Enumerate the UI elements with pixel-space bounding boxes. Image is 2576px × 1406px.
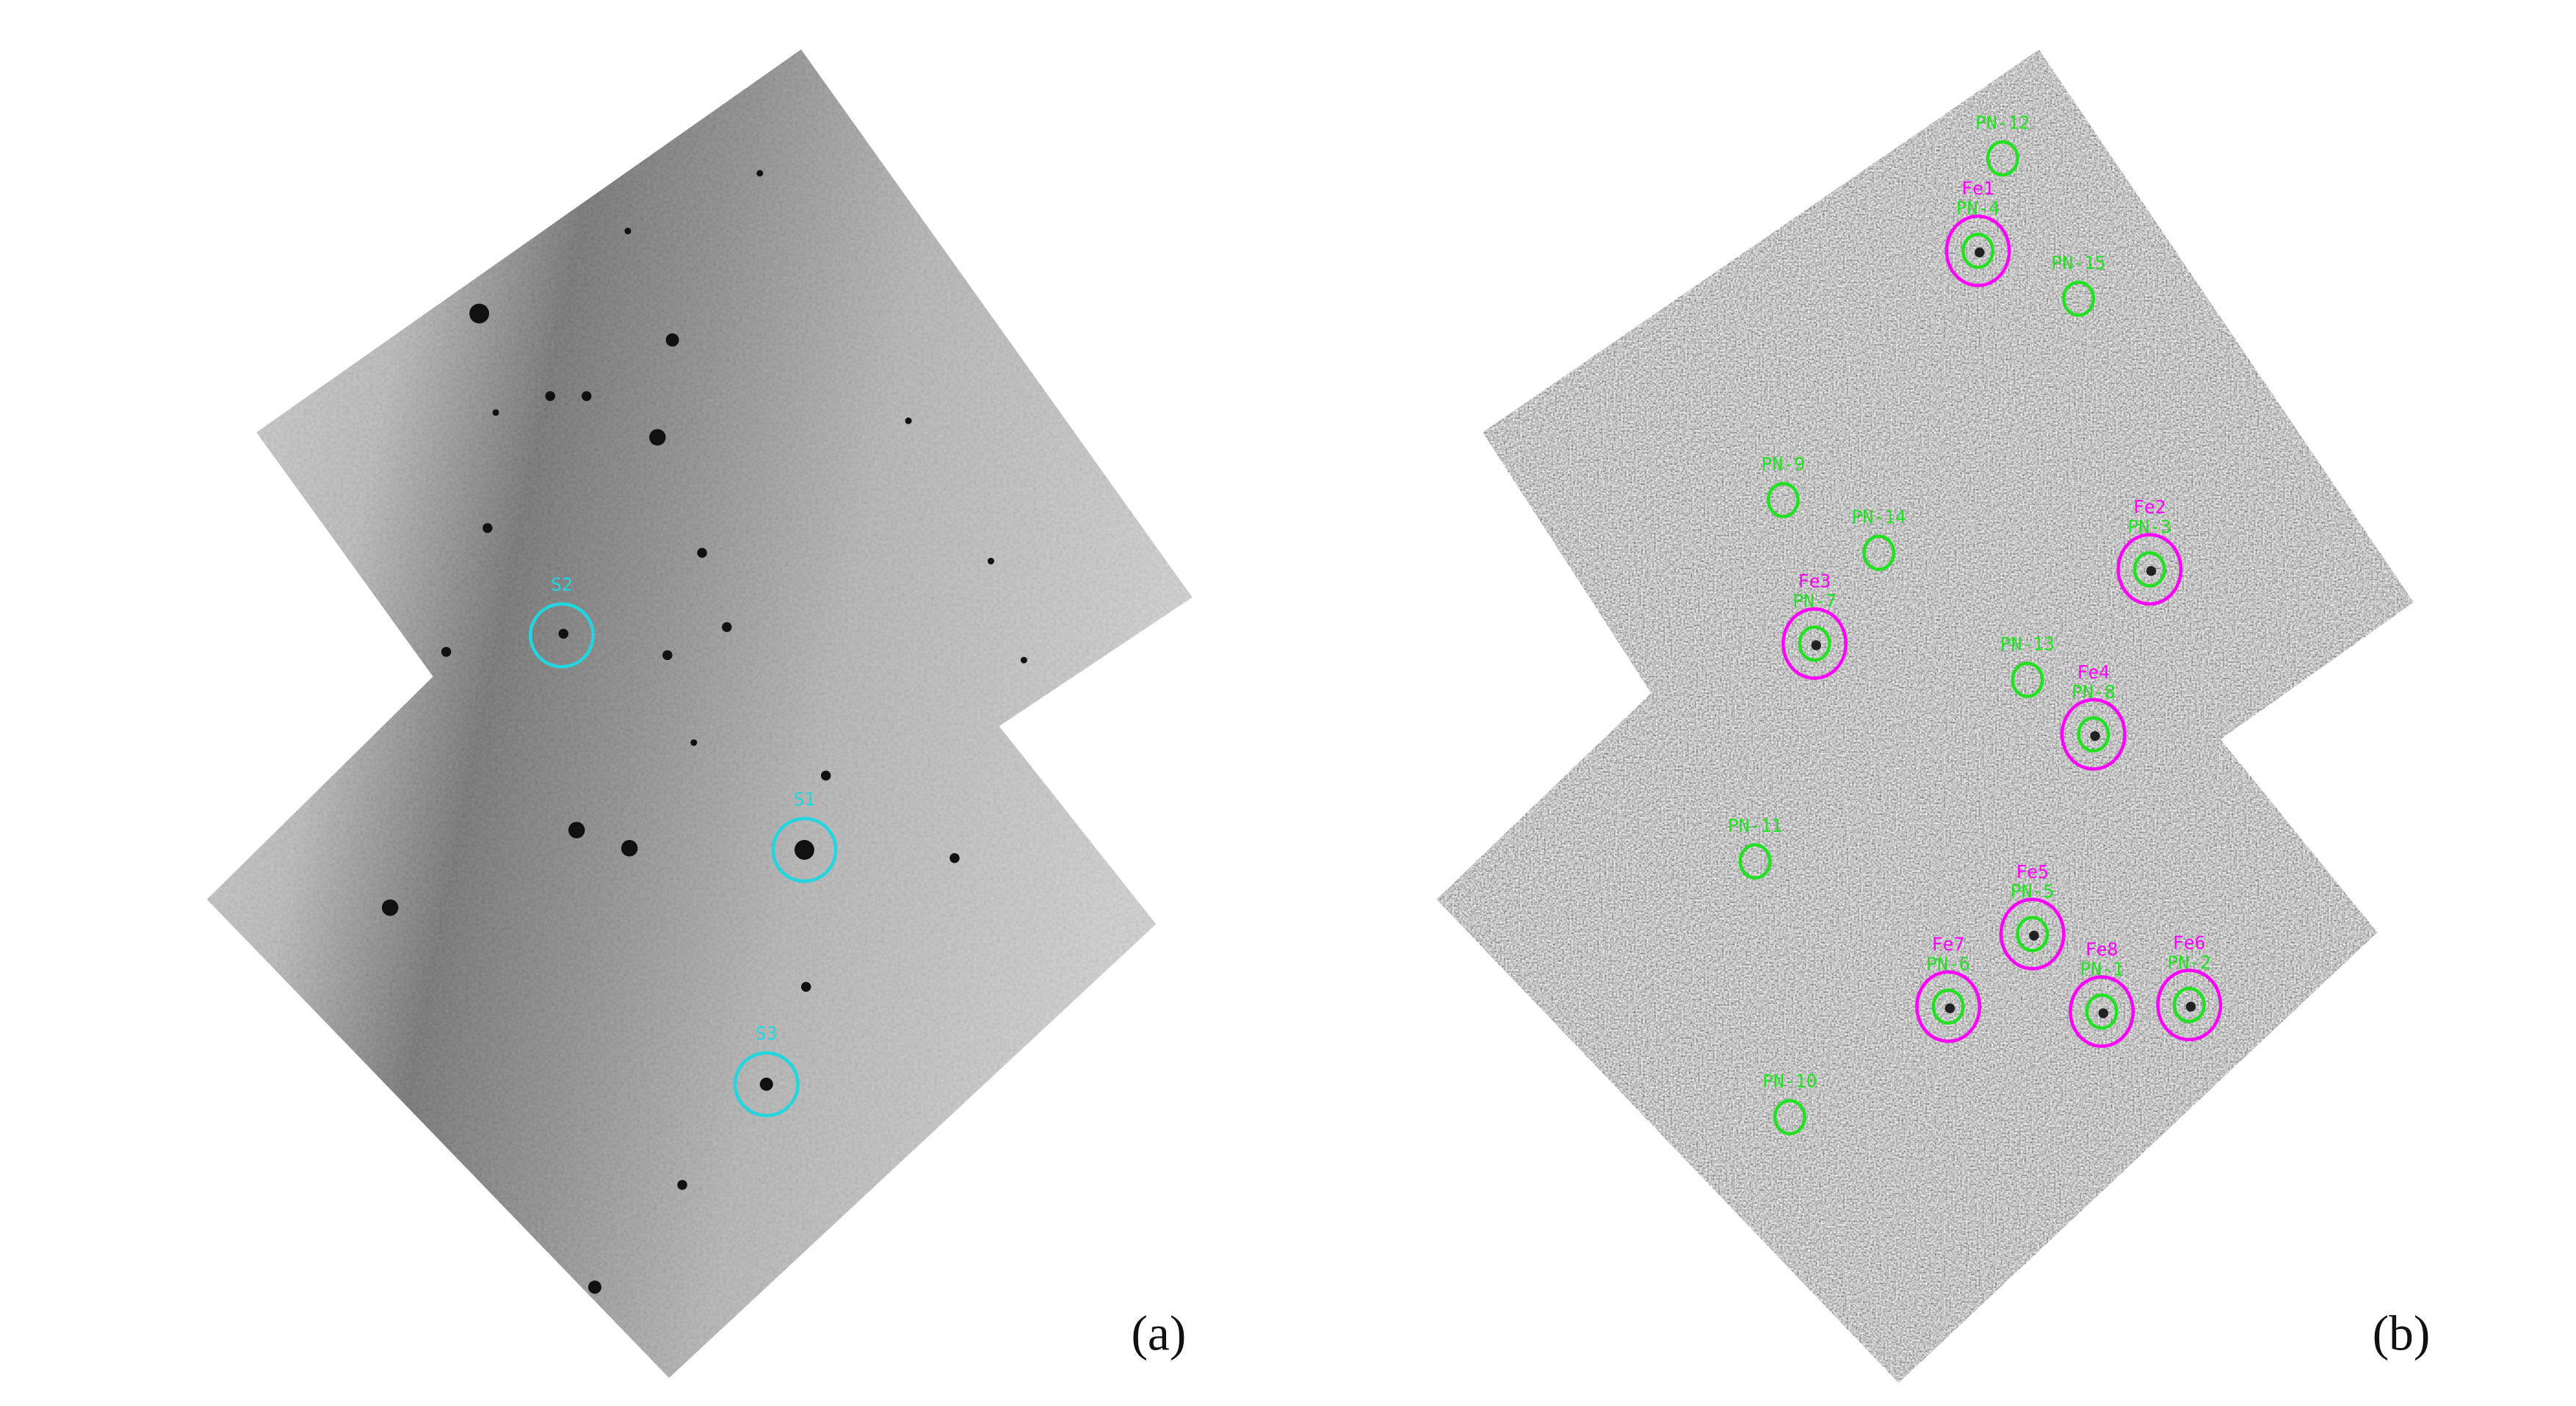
star-dot	[800, 982, 811, 992]
pn-label: PN-11	[1728, 815, 1782, 836]
source-dot	[2029, 930, 2039, 941]
pn-circle	[2077, 716, 2110, 753]
fe-circle	[1781, 607, 1848, 681]
pn-circle	[2011, 662, 2044, 698]
star-dot	[482, 523, 493, 533]
source-dot	[1944, 1003, 1955, 1014]
star-dot	[587, 1280, 601, 1294]
pn-circle	[1766, 482, 1800, 518]
star-dot	[665, 333, 679, 347]
fe-label: Fe4	[2077, 662, 2110, 683]
source-label: S1	[794, 789, 816, 810]
star-dot	[469, 303, 490, 324]
pn-label: PN-15	[2051, 252, 2105, 273]
source-dot	[1975, 247, 1985, 258]
star-dot	[987, 557, 994, 565]
star-dot	[662, 650, 673, 661]
pn-circle	[1961, 232, 1994, 269]
fe-label: Fe3	[1798, 570, 1831, 592]
panel-b-image	[1436, 49, 2414, 1383]
pn-circle	[2085, 993, 2119, 1030]
pn-label: PN-9	[1762, 454, 1806, 475]
source-dot	[2185, 1001, 2196, 1012]
pn-circle	[1738, 843, 1772, 880]
panel-b-tag: (b)	[2373, 1306, 2431, 1361]
source-dot	[1811, 640, 1821, 651]
star-dot	[697, 548, 707, 558]
star-dot	[820, 770, 831, 781]
star-dot	[441, 647, 452, 657]
star-dot	[1020, 656, 1027, 664]
fe-label: Fe8	[2085, 938, 2119, 960]
star-dot	[949, 853, 960, 863]
pn-label: PN-5	[2011, 881, 2055, 902]
panel-a-tag: (a)	[1131, 1306, 1186, 1361]
source-circle	[733, 1051, 800, 1117]
panel-a-markers: S2 S1 S3	[529, 574, 838, 1117]
pn-circle	[2172, 987, 2206, 1023]
source-dot	[2090, 731, 2100, 742]
fe-circle	[2060, 697, 2127, 771]
fe-label: Fe2	[2133, 496, 2166, 518]
star-dot	[568, 822, 585, 838]
star-dot	[759, 1077, 773, 1091]
fe-circle	[1999, 897, 2066, 971]
fe-label: Fe6	[2173, 932, 2206, 953]
pn-label: PN-2	[2167, 952, 2211, 973]
fe-circle	[2116, 532, 2183, 606]
star-dot	[905, 417, 912, 424]
star-dot	[624, 228, 632, 235]
star-dot	[649, 429, 666, 446]
star-dot	[722, 622, 732, 632]
fe-label: Fe5	[2016, 861, 2049, 883]
star-dot	[382, 899, 399, 916]
star-dot	[621, 840, 638, 857]
star-dot	[492, 409, 499, 416]
pn-label: PN-7	[1792, 590, 1837, 612]
pn-circle	[2062, 280, 2096, 317]
pn-circle	[1862, 535, 1896, 571]
fe-label: Fe1	[1961, 178, 1994, 199]
star-dot	[545, 391, 556, 402]
star-dot	[794, 840, 814, 860]
pn-circle	[2132, 551, 2166, 588]
fe-circle	[1944, 214, 2011, 288]
pn-label: PN-12	[1975, 112, 2030, 133]
fe-circle	[2156, 968, 2223, 1042]
pn-label: PN-6	[1926, 954, 1970, 975]
pn-circle	[2016, 916, 2049, 952]
source-label: S2	[551, 574, 573, 595]
pn-circle	[1931, 988, 1965, 1025]
pn-label: PN-4	[1956, 198, 2000, 219]
star-dot	[558, 628, 569, 639]
source-label: S3	[756, 1023, 778, 1044]
source-dot	[2146, 565, 2157, 576]
pn-label: PN-10	[1762, 1070, 1817, 1092]
pn-circle	[1773, 1098, 1806, 1136]
panel-a-image	[206, 49, 1193, 1378]
pn-label: PN-13	[2000, 634, 2055, 655]
fe-circle	[2069, 975, 2135, 1048]
source-dot	[2098, 1008, 2109, 1018]
source-circle	[529, 602, 595, 669]
pn-circle	[1798, 625, 1831, 662]
fe-label: Fe7	[1932, 934, 1965, 955]
pn-circle	[1986, 140, 2019, 177]
fe-circle	[1915, 970, 1982, 1043]
pn-label: PN-3	[2128, 516, 2172, 537]
pn-label: PN-14	[1851, 507, 1906, 528]
star-dot	[756, 170, 764, 177]
star-dot	[582, 391, 592, 402]
star-dot	[677, 1180, 687, 1190]
source-circle	[771, 816, 838, 883]
pn-label: PN-8	[2072, 681, 2116, 703]
pn-label: PN-1	[2080, 958, 2124, 979]
star-dot	[690, 739, 698, 746]
